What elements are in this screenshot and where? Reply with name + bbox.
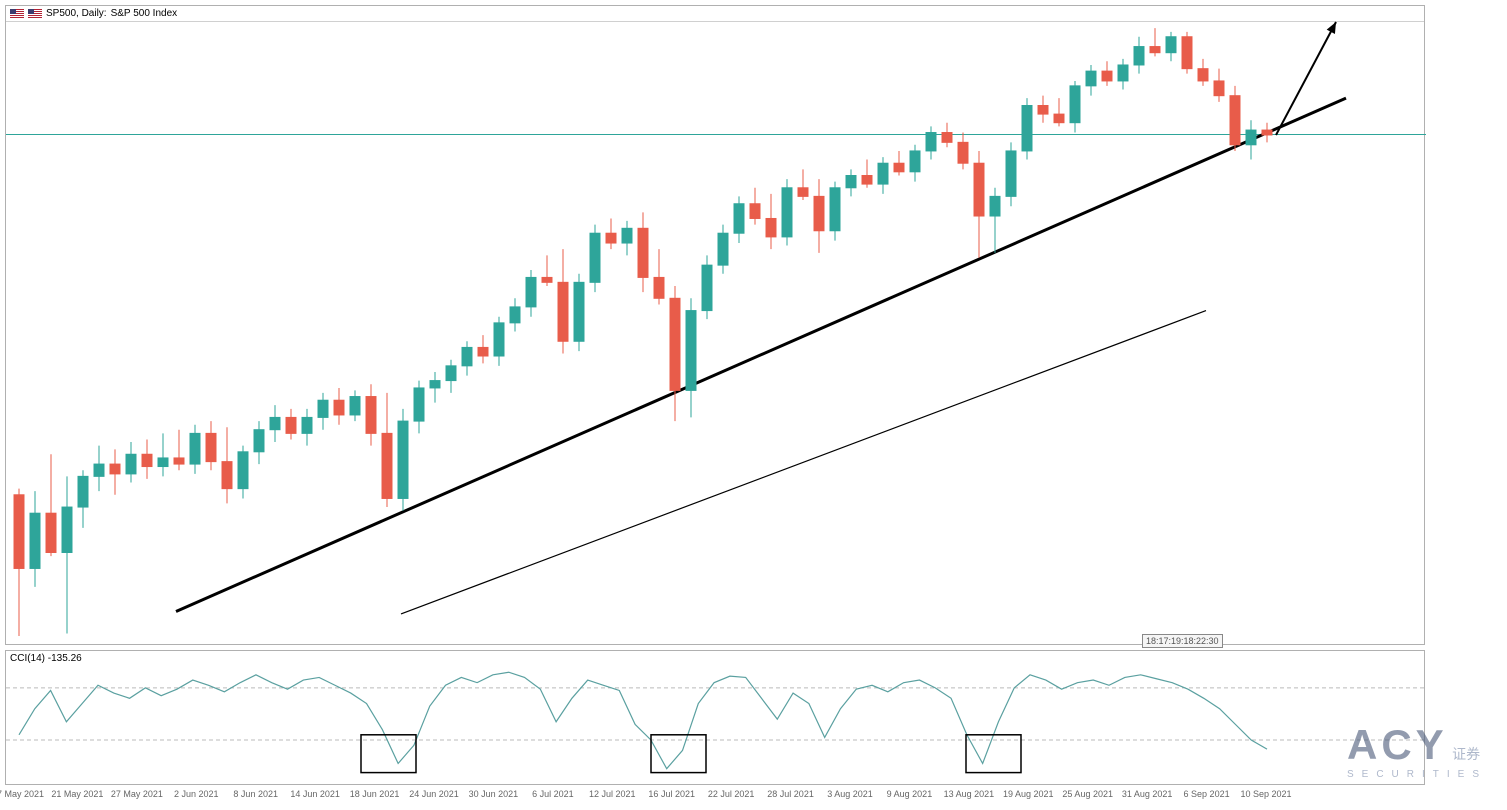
time-tick: 19 Aug 2021 — [1003, 789, 1054, 799]
time-tick: 9 Aug 2021 — [887, 789, 933, 799]
time-tick: 22 Jul 2021 — [708, 789, 755, 799]
time-tick: 18 Jun 2021 — [350, 789, 400, 799]
time-tick: 31 Aug 2021 — [1122, 789, 1173, 799]
time-tick: 27 May 2021 — [111, 789, 163, 799]
cci-chart[interactable] — [6, 651, 1426, 786]
watermark-sub: SECURITIES — [1347, 769, 1487, 780]
time-tick: 24 Jun 2021 — [409, 789, 459, 799]
watermark-logo: ACY 证券 SECURITIES — [1347, 721, 1487, 780]
time-tick: 14 Jun 2021 — [290, 789, 340, 799]
time-tick: 28 Jul 2021 — [767, 789, 814, 799]
time-tick: 2 Jun 2021 — [174, 789, 219, 799]
time-tick: 12 Jul 2021 — [589, 789, 636, 799]
time-tick: 10 Sep 2021 — [1240, 789, 1291, 799]
time-tick: 8 Jun 2021 — [233, 789, 278, 799]
time-tick: 6 Jul 2021 — [532, 789, 574, 799]
time-tick: 25 Aug 2021 — [1062, 789, 1113, 799]
cci-panel[interactable]: CCI(14) -135.26 — [5, 650, 1425, 785]
time-tick: 16 Jul 2021 — [648, 789, 695, 799]
watermark-cn: 证券 — [1452, 746, 1480, 762]
time-tick: 30 Jun 2021 — [469, 789, 519, 799]
time-tick: 21 May 2021 — [51, 789, 103, 799]
bar-countdown: 18:17:19:18:22:30 — [1142, 634, 1223, 648]
main-chart-panel[interactable]: SP500, Daily: S&P 500 Index 18:17:19:18:… — [5, 5, 1425, 645]
time-axis: 17 May 202121 May 202127 May 20212 Jun 2… — [5, 787, 1425, 805]
watermark-main: ACY — [1347, 721, 1448, 768]
time-tick: 17 May 2021 — [0, 789, 44, 799]
time-tick: 6 Sep 2021 — [1184, 789, 1230, 799]
time-tick: 13 Aug 2021 — [944, 789, 995, 799]
time-tick: 3 Aug 2021 — [827, 789, 873, 799]
candlestick-chart[interactable] — [6, 6, 1426, 646]
